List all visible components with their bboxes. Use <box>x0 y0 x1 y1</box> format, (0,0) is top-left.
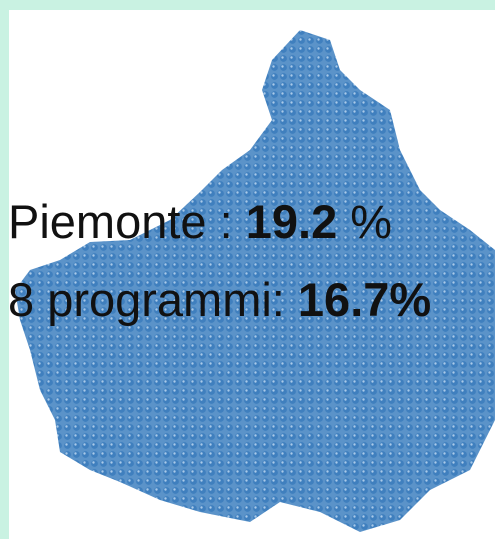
region-stat: Piemonte : 19.2 % <box>8 198 392 245</box>
piemonte-shape <box>15 30 495 532</box>
value: 19.2 <box>245 195 338 248</box>
label: Piemonte : <box>8 195 246 248</box>
label: 8 programmi: <box>8 273 298 326</box>
frame <box>0 0 495 10</box>
frame <box>0 0 9 539</box>
programs-stat: 8 programmi: 16.7% <box>8 276 431 323</box>
value: 16.7% <box>297 273 432 326</box>
unit: % <box>337 195 393 248</box>
